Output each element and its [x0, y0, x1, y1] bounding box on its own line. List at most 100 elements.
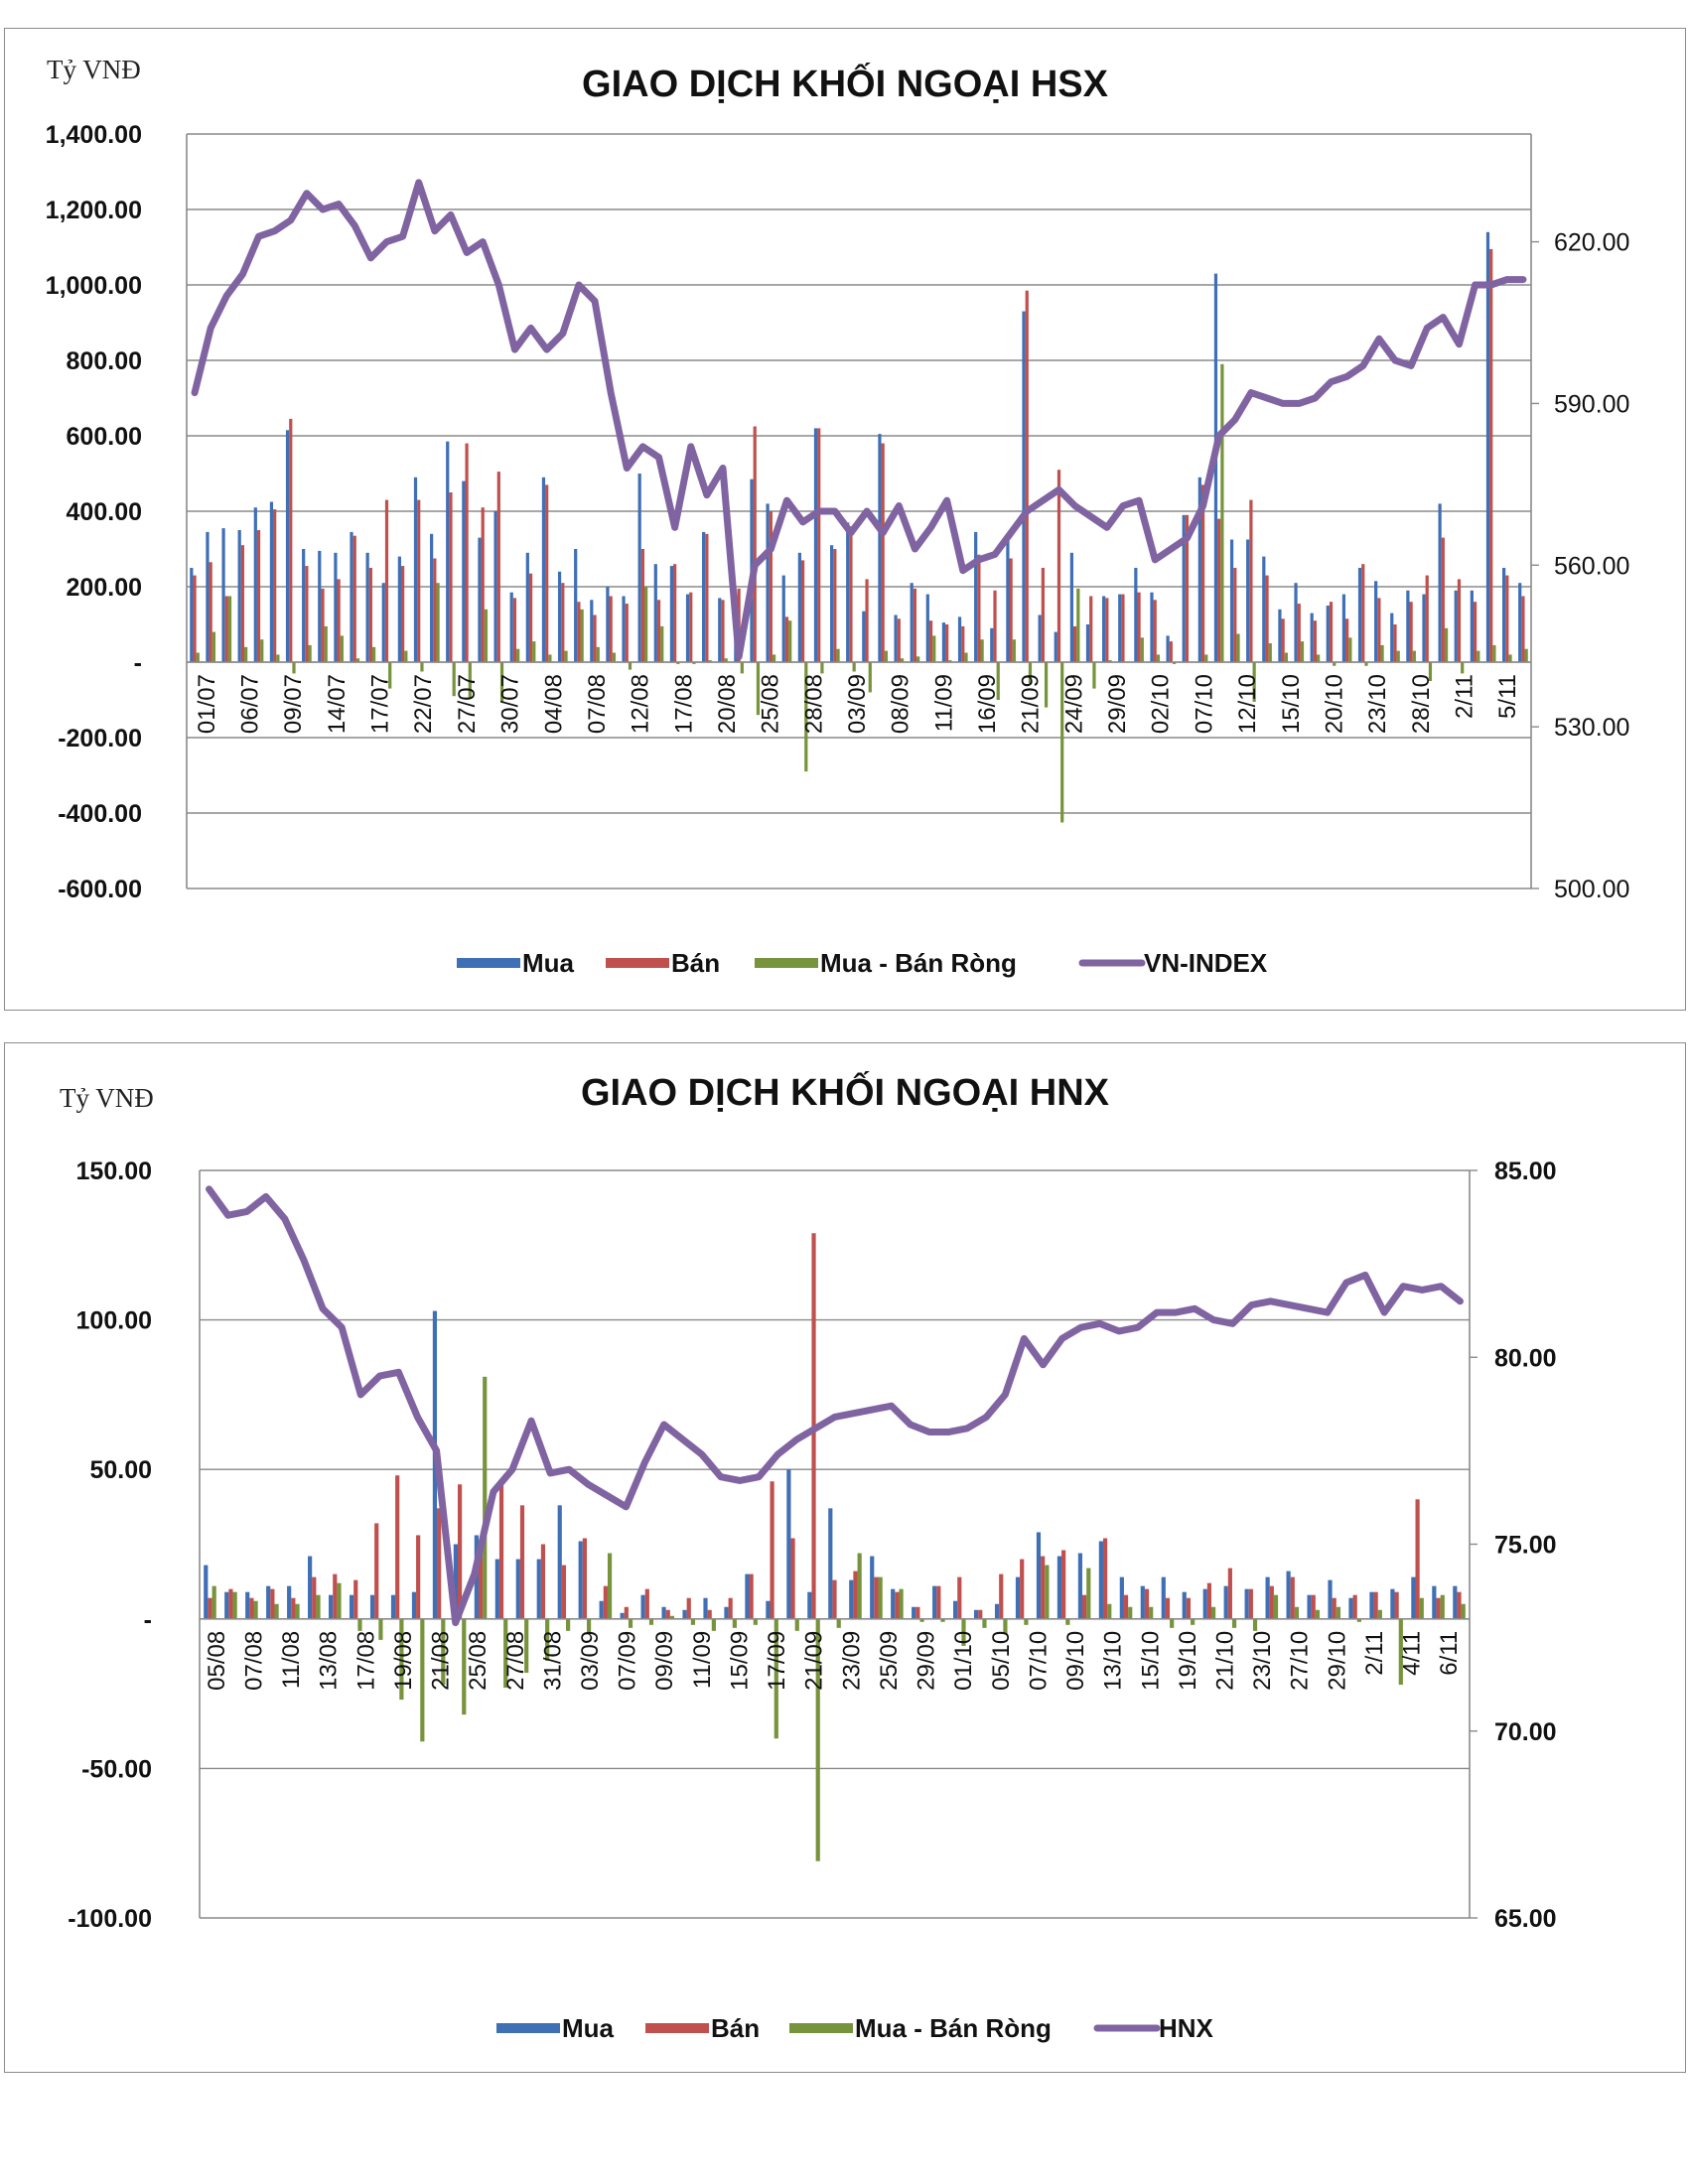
bar-b-n	[240, 545, 245, 662]
bar-mua-b-n-r-ng	[292, 662, 296, 674]
bar-b-n	[686, 1597, 691, 1619]
x-tick-label: 03/09	[577, 1631, 604, 1691]
legend-swatch	[457, 958, 520, 968]
bar-mua-b-n-r-ng	[916, 656, 920, 662]
bar-mua-b-n-r-ng	[1377, 1609, 1382, 1619]
bar-mua	[453, 1544, 458, 1619]
x-tick-label: 27/10	[1287, 1631, 1314, 1691]
bar-mua-b-n-r-ng	[1461, 1603, 1466, 1619]
bar-mua-b-n-r-ng	[1003, 1618, 1008, 1634]
bar-b-n	[312, 1576, 317, 1619]
bar-mua	[990, 627, 994, 662]
bar-b-n	[957, 1576, 962, 1619]
bar-mua-b-n-r-ng	[308, 644, 312, 662]
y-tick-label: 1,400.00	[46, 121, 142, 149]
bar-b-n	[881, 443, 885, 662]
bar-mua	[1470, 590, 1474, 662]
bar-b-n	[305, 566, 309, 662]
bar-mua-b-n-r-ng	[1273, 1594, 1279, 1619]
bar-b-n	[721, 600, 725, 662]
bar-mua	[846, 522, 850, 662]
x-tick-label: 17/08	[352, 1631, 379, 1691]
bar-b-n	[640, 549, 644, 662]
bar-mua	[878, 434, 882, 662]
bar-mua	[1348, 1597, 1353, 1619]
bar-b-n	[481, 507, 485, 662]
bar-mua	[318, 550, 322, 662]
legend-swatch	[789, 2023, 853, 2033]
bar-mua-b-n-r-ng	[1076, 588, 1080, 662]
bar-b-n	[1200, 484, 1205, 662]
x-tick-label: 23/09	[838, 1631, 865, 1691]
bar-mua-b-n-r-ng	[355, 658, 360, 662]
bar-b-n	[1521, 596, 1525, 662]
bar-mua-b-n-r-ng	[1317, 654, 1321, 662]
bar-mua-b-n-r-ng	[1444, 627, 1449, 662]
bar-mua-b-n-r-ng	[1315, 1609, 1321, 1619]
bar-mua-b-n-r-ng	[708, 660, 712, 662]
bar-mua	[661, 1606, 666, 1619]
bar-mua-b-n-r-ng	[1440, 1594, 1445, 1619]
y-tick-label: 600.00	[67, 423, 142, 451]
bar-mua	[1432, 1585, 1437, 1619]
bar-mua-b-n-r-ng	[1128, 1606, 1133, 1619]
bar-mua	[1085, 624, 1090, 662]
x-tick-label: 21/08	[428, 1631, 455, 1691]
bar-b-n	[449, 492, 453, 662]
bar-mua-b-n-r-ng	[1252, 1618, 1258, 1631]
bar-mua-b-n-r-ng	[669, 1615, 675, 1619]
bar-mua	[685, 594, 690, 662]
bar-mua	[1411, 1576, 1416, 1619]
bar-mua	[1098, 1541, 1103, 1619]
bar-mua	[1015, 1576, 1021, 1619]
bar-mua-b-n-r-ng	[276, 654, 280, 662]
bar-mua-b-n-r-ng	[753, 1618, 758, 1625]
bar-b-n	[1361, 564, 1365, 662]
y-tick-label: -600.00	[58, 876, 142, 903]
legend-label: HNX	[1159, 2013, 1214, 2043]
x-tick-label: 21/10	[1212, 1631, 1239, 1691]
bar-mua	[1310, 613, 1314, 662]
x-tick-label: 31/08	[539, 1631, 566, 1691]
bar-mua-b-n-r-ng	[884, 650, 889, 662]
bar-b-n	[1436, 1597, 1441, 1619]
bar-b-n	[1425, 575, 1429, 662]
bar-mua-b-n-r-ng	[964, 652, 968, 662]
bar-b-n	[1329, 602, 1334, 662]
bar-mua-b-n-r-ng	[404, 650, 408, 662]
bar-mua-b-n-r-ng	[260, 639, 264, 662]
bar-b-n	[832, 1579, 837, 1619]
bar-mua-b-n-r-ng	[1060, 662, 1064, 823]
bar-mua	[894, 614, 898, 662]
bar-b-n	[609, 596, 613, 662]
x-tick-label: 29/09	[1104, 674, 1131, 734]
bar-b-n	[368, 568, 372, 662]
bar-b-n	[1505, 575, 1509, 662]
bar-b-n	[1297, 604, 1301, 662]
bar-mua-b-n-r-ng	[804, 662, 808, 772]
bar-mua	[245, 1591, 250, 1619]
bar-b-n	[656, 600, 661, 662]
bar-mua	[1166, 635, 1170, 662]
bar-mua-b-n-r-ng	[676, 662, 680, 664]
bar-b-n	[496, 472, 500, 662]
bar-mua-b-n-r-ng	[1172, 662, 1177, 664]
y-tick-label: -	[144, 1606, 152, 1634]
bar-mua-b-n-r-ng	[1492, 644, 1496, 662]
hnx-chart-panel: GIAO DỊCH KHỐI NGOẠI HNX Tỷ VNĐ 150.00 10…	[4, 1042, 1686, 2073]
bar-b-n	[1073, 625, 1077, 662]
legend-swatch	[496, 2023, 560, 2033]
legend-label: Mua - Bán Ròng	[820, 948, 1017, 978]
x-tick-label: 11/09	[930, 674, 957, 732]
bar-mua	[682, 1609, 687, 1619]
bar-mua-b-n-r-ng	[788, 620, 792, 662]
bar-mua-b-n-r-ng	[628, 1618, 633, 1628]
x-tick-label: 2/11	[1361, 1631, 1388, 1676]
bar-b-n	[582, 1538, 587, 1619]
bar-mua	[224, 1591, 229, 1619]
bar-mua-b-n-r-ng	[1191, 1618, 1196, 1625]
bar-b-n	[913, 588, 917, 662]
bar-b-n	[593, 614, 597, 662]
bar-mua	[1485, 231, 1490, 663]
bar-mua-b-n-r-ng	[878, 1576, 883, 1619]
